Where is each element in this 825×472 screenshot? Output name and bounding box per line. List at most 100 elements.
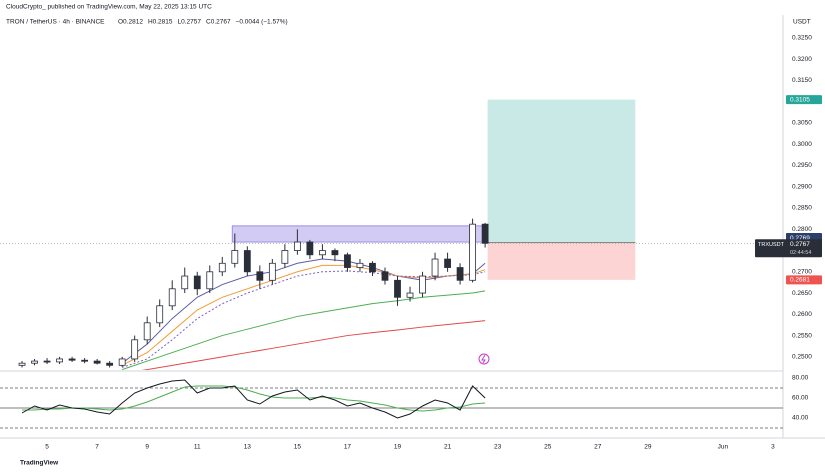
y-tick-label: 0.2600 <box>792 311 812 318</box>
moving-average <box>121 290 486 370</box>
y-tick-label: 0.2650 <box>792 290 812 297</box>
candle-body <box>131 339 139 360</box>
moving-average <box>121 258 486 364</box>
last-price-label: 0.2767 <box>790 241 810 248</box>
candle-body <box>306 241 314 256</box>
moving-average <box>121 270 486 368</box>
candle-body <box>356 262 364 268</box>
ohlc-value: O0.2812 <box>118 19 143 26</box>
y-tick-label: 0.3150 <box>792 77 812 84</box>
symbol: TRON / TetherUS · 4h · BINANCE <box>6 19 105 26</box>
resistance-zone <box>231 225 486 243</box>
ohlc-value: H0.2815 <box>148 19 173 26</box>
candle-body <box>93 360 101 364</box>
y-tick-label: 0.2550 <box>792 332 812 339</box>
candle-body <box>444 258 451 268</box>
y-tick-label: 0.2850 <box>792 205 812 212</box>
candle-body <box>231 250 239 264</box>
y-tick-label: 0.3000 <box>792 141 812 148</box>
candle-body <box>31 360 38 364</box>
candle-body <box>81 359 89 362</box>
ohlc-value: L0.2757 <box>178 19 202 26</box>
x-tick-label: 9 <box>145 444 149 451</box>
main-pane <box>0 99 783 370</box>
y-tick-label: 0.3200 <box>792 56 812 63</box>
y-tick-label: 0.2800 <box>792 226 812 233</box>
x-tick-label: Jun <box>718 444 729 451</box>
countdown: 02:44:54 <box>790 250 811 256</box>
candle-body <box>268 262 276 281</box>
y-tick-label: 0.2500 <box>792 354 812 361</box>
last-price-symbol: TRXUSDT <box>758 242 785 248</box>
candle-body <box>344 254 351 268</box>
publisher: CloudCrypto_ published on TradingView.co… <box>6 4 212 11</box>
x-tick-label: 21 <box>444 444 452 451</box>
candle-body <box>193 275 201 290</box>
candle-body <box>256 271 264 281</box>
candle-body <box>118 358 126 366</box>
y-tick-label: 0.2950 <box>792 162 812 169</box>
stop-label-bg <box>786 275 822 285</box>
y-tick-label: 0.3050 <box>792 120 812 127</box>
lightning-icon <box>478 353 490 365</box>
x-tick-label: 5 <box>45 444 49 451</box>
candle-body <box>106 362 114 366</box>
target-zone <box>487 99 636 243</box>
last-price-bg <box>755 239 822 258</box>
candle-body <box>469 223 477 281</box>
x-tick-label: 27 <box>594 444 602 451</box>
moving-average <box>141 320 486 370</box>
rsi-ma-line <box>22 385 486 412</box>
candle-body <box>456 267 464 281</box>
candle-body <box>419 275 426 294</box>
candle-body <box>18 362 26 366</box>
rsi-tick-label: 40.00 <box>792 415 809 422</box>
candle-body <box>406 292 414 298</box>
x-tick-label: 29 <box>644 444 652 451</box>
candle-body <box>181 275 189 290</box>
x-tick-label: 19 <box>394 444 402 451</box>
candle-body <box>218 262 226 273</box>
candle-body <box>481 223 489 244</box>
candle-body <box>206 271 214 290</box>
candle-body <box>43 360 51 363</box>
x-tick-label: 25 <box>544 444 552 451</box>
rsi-tick-label: 80.00 <box>792 375 809 382</box>
candle-body <box>68 358 76 361</box>
currency: USDT <box>793 19 811 26</box>
candle-body <box>331 250 339 256</box>
x-tick-label: 7 <box>95 444 99 451</box>
x-tick-label: 23 <box>494 444 502 451</box>
y-tick-label: 0.2900 <box>792 183 812 190</box>
x-tick-label: 17 <box>344 444 352 451</box>
x-tick-label: 15 <box>294 444 302 451</box>
stop-zone <box>487 242 636 280</box>
ohlc-value: −0.0044 (−1.57%) <box>236 19 288 26</box>
candle-body <box>243 250 251 273</box>
candle-body <box>168 288 176 307</box>
candle-body <box>319 250 326 256</box>
stop-label: 0.2681 <box>790 277 810 284</box>
entry-label: 0.2769 <box>790 235 810 242</box>
candle-body <box>143 322 151 341</box>
candle-body <box>56 358 63 363</box>
candle-body <box>431 258 439 277</box>
rsi-line <box>21 379 486 419</box>
candle-body <box>369 262 376 273</box>
candle-body <box>293 241 301 251</box>
x-tick-label: 11 <box>194 444 201 451</box>
ohlc-value: C0.2767 <box>206 19 231 26</box>
candle-body <box>156 305 164 324</box>
x-tick-label: 3 <box>771 444 775 451</box>
footer-logo: TradingView <box>20 460 59 467</box>
rsi-pane <box>0 379 783 429</box>
candle-body <box>394 279 401 298</box>
candle-body <box>381 271 389 281</box>
candle-body <box>281 250 289 264</box>
target-label-bg <box>786 95 822 105</box>
x-tick-label: 13 <box>244 444 252 451</box>
y-tick-label: 0.2700 <box>792 269 812 276</box>
y-tick-label: 0.3250 <box>792 35 812 42</box>
rsi-tick-label: 60.00 <box>792 395 809 402</box>
